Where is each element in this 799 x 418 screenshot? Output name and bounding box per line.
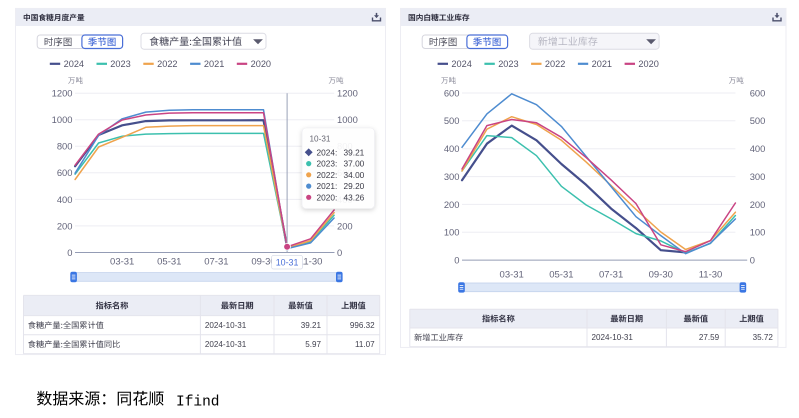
svg-text:600: 600 [57,167,73,178]
svg-text:1200: 1200 [52,88,73,99]
svg-text:39.21: 39.21 [301,321,322,330]
svg-text:200: 200 [57,220,73,231]
svg-text:2020: 2020 [251,59,271,69]
svg-text:400: 400 [750,143,766,154]
svg-text:35.72: 35.72 [753,333,774,342]
svg-text:2024:: 2024: [317,147,338,157]
svg-text:1000: 1000 [337,114,358,125]
svg-text:11-30: 11-30 [299,257,323,268]
svg-text:2022: 2022 [157,59,177,69]
svg-text:1200: 1200 [337,88,358,99]
svg-text:2020: 2020 [638,59,658,69]
svg-text:07-31: 07-31 [204,257,228,268]
svg-text:07-31: 07-31 [599,269,623,280]
svg-text:2023: 2023 [498,59,518,69]
svg-text:11-30: 11-30 [699,269,723,280]
svg-text:800: 800 [57,141,73,152]
svg-text:100: 100 [750,227,766,238]
svg-text:2024-10-31: 2024-10-31 [205,340,247,349]
svg-text:996.32: 996.32 [350,321,375,330]
svg-text:2022:: 2022: [317,170,338,180]
svg-text:03-31: 03-31 [500,269,524,280]
svg-text:Ifind: Ifind [176,395,220,411]
svg-text:200: 200 [337,220,353,231]
svg-text:2024: 2024 [64,59,84,69]
svg-text:400: 400 [57,194,73,205]
svg-text:100: 100 [444,227,460,238]
svg-text:1000: 1000 [52,114,73,125]
svg-text:09-30: 09-30 [251,257,275,268]
svg-text:0: 0 [337,247,342,258]
svg-text:27.59: 27.59 [699,333,720,342]
svg-text:2021: 2021 [204,59,224,69]
svg-text:05-31: 05-31 [157,257,181,268]
svg-text:2023: 2023 [110,59,130,69]
svg-text:2020:: 2020: [317,192,338,202]
svg-text:37.00: 37.00 [344,159,365,169]
svg-text:05-31: 05-31 [549,269,573,280]
svg-text:500: 500 [444,115,460,126]
svg-text:10-31: 10-31 [310,135,331,144]
svg-text:400: 400 [444,143,460,154]
svg-text:500: 500 [750,115,766,126]
svg-text:39.21: 39.21 [344,147,365,157]
svg-text:5.97: 5.97 [305,340,321,349]
svg-text:0: 0 [454,255,459,266]
svg-text:200: 200 [750,199,766,210]
svg-text:2022: 2022 [545,59,565,69]
svg-text:2021:: 2021: [317,181,338,191]
svg-text:03-31: 03-31 [110,257,134,268]
svg-text:600: 600 [444,87,460,98]
svg-text:200: 200 [444,199,460,210]
svg-text:0: 0 [750,255,755,266]
svg-text:0: 0 [67,247,72,258]
svg-text:11.07: 11.07 [355,340,375,349]
svg-text:2023:: 2023: [317,159,338,169]
svg-text:300: 300 [444,171,460,182]
svg-text:2021: 2021 [592,59,612,69]
svg-text:09-30: 09-30 [649,269,673,280]
svg-text:2024: 2024 [451,59,471,69]
svg-text:2024-10-31: 2024-10-31 [205,321,247,330]
svg-text:300: 300 [750,171,766,182]
svg-text:10-31: 10-31 [276,258,299,268]
svg-text:600: 600 [750,87,766,98]
svg-text:2024-10-31: 2024-10-31 [592,333,634,342]
svg-text:29.20: 29.20 [344,181,365,191]
svg-text:43.26: 43.26 [344,192,365,202]
svg-text:34.00: 34.00 [344,170,365,180]
